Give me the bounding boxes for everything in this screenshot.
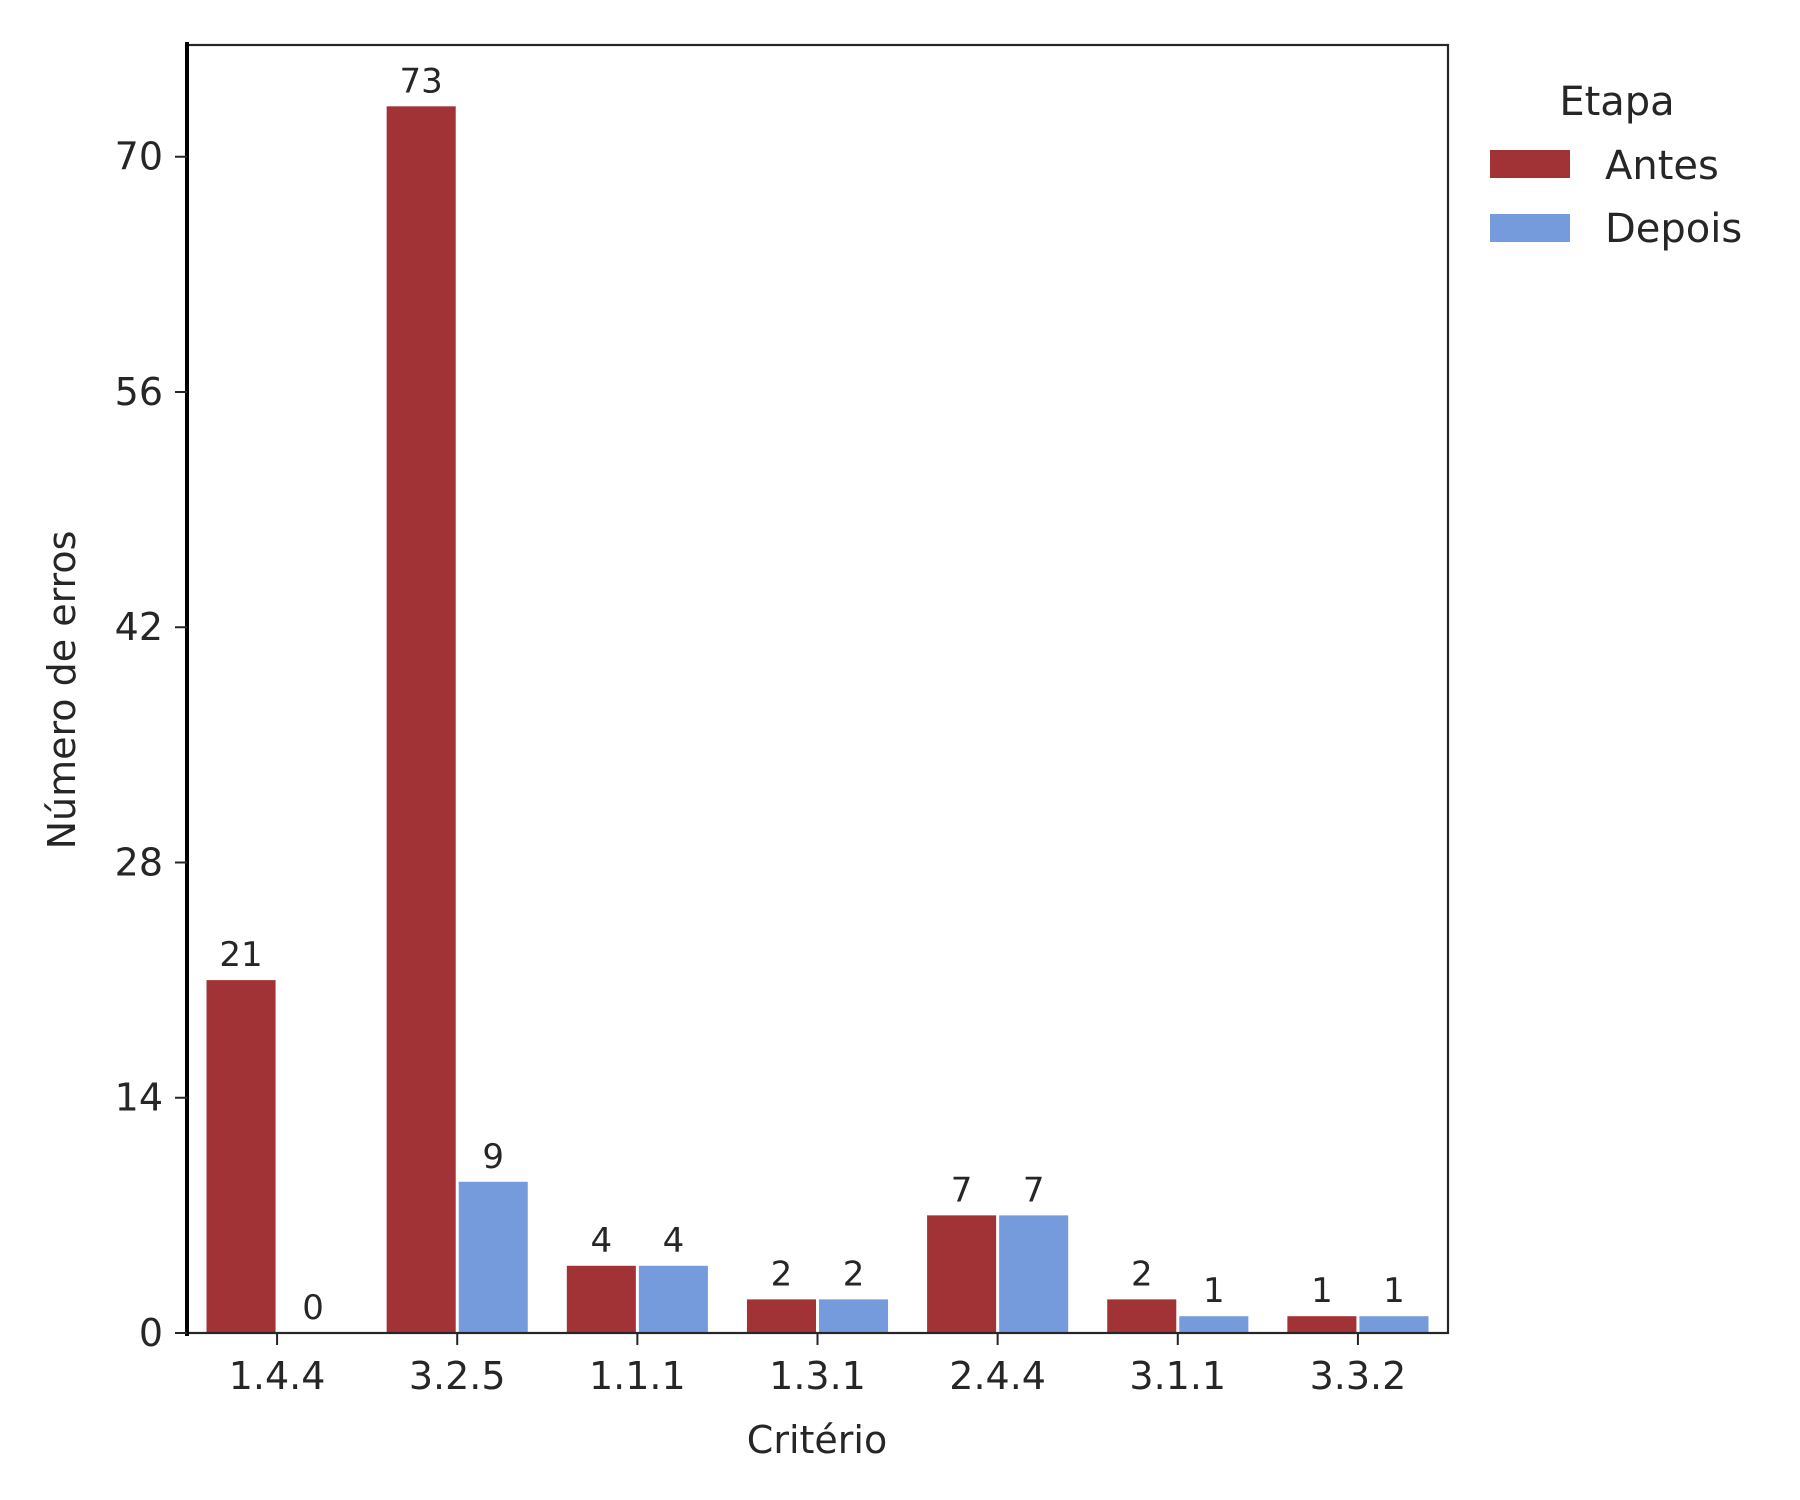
x-axis-label: Critério [747,1418,887,1462]
bar-value-label: 7 [1023,1170,1045,1210]
bars-group [206,106,1429,1334]
x-tick-label: 3.1.1 [1129,1354,1226,1398]
bar-value-label: 1 [1203,1271,1225,1311]
bar-value-label: 2 [1131,1254,1153,1294]
bar-value-label: 73 [400,61,443,101]
x-tick-label: 1.1.1 [589,1354,686,1398]
bar-value-label: 0 [302,1288,324,1328]
bar-value-label: 2 [771,1254,793,1294]
legend-label-depois: Depois [1605,206,1742,252]
bar [638,1265,708,1333]
legend-title: Etapa [1559,79,1674,125]
x-tick-label: 3.2.5 [409,1354,506,1398]
y-tick-label: 28 [115,840,163,884]
bar [566,1265,636,1333]
y-tick-label: 14 [115,1076,163,1120]
y-tick-label: 0 [139,1311,163,1355]
bar [1179,1316,1249,1333]
legend-label-antes: Antes [1605,143,1719,189]
x-tick-label: 1.3.1 [769,1354,866,1398]
bar-value-label: 21 [219,935,262,975]
bar [458,1181,528,1333]
bar [746,1299,816,1333]
y-axis-label: Número de erros [40,531,84,850]
bar [1107,1299,1177,1333]
bar-value-label: 2 [843,1254,865,1294]
bar [819,1299,889,1333]
x-tick-label: 2.4.4 [949,1354,1046,1398]
bar-value-label: 4 [663,1221,685,1261]
bar [927,1215,997,1333]
legend-swatch-depois [1490,214,1570,242]
plot-area-frame [185,43,1450,1335]
bar [386,106,456,1334]
bar [1359,1316,1429,1333]
bar [999,1215,1069,1333]
bar [206,980,276,1333]
bar-value-label: 7 [951,1170,973,1210]
bar-value-label: 1 [1383,1271,1405,1311]
bar-value-label: 9 [482,1137,504,1177]
y-axis-ticks: 0 14 28 42 56 70 [115,135,187,1355]
x-tick-label: 1.4.4 [229,1354,326,1398]
y-tick-label: 42 [115,605,163,649]
y-tick-label: 70 [115,135,163,179]
x-tick-label: 3.3.2 [1310,1354,1407,1398]
y-tick-label: 56 [115,370,163,414]
legend-swatch-antes [1490,150,1570,178]
bar-value-label: 1 [1311,1271,1333,1311]
x-axis-ticks: 1.4.4 3.2.5 1.1.1 1.3.1 2.4.4 3.1.1 3.3.2 [229,1333,1407,1398]
legend: Etapa Antes Depois [1490,79,1742,252]
bar-value-label: 4 [591,1221,613,1261]
bar [1287,1316,1357,1333]
